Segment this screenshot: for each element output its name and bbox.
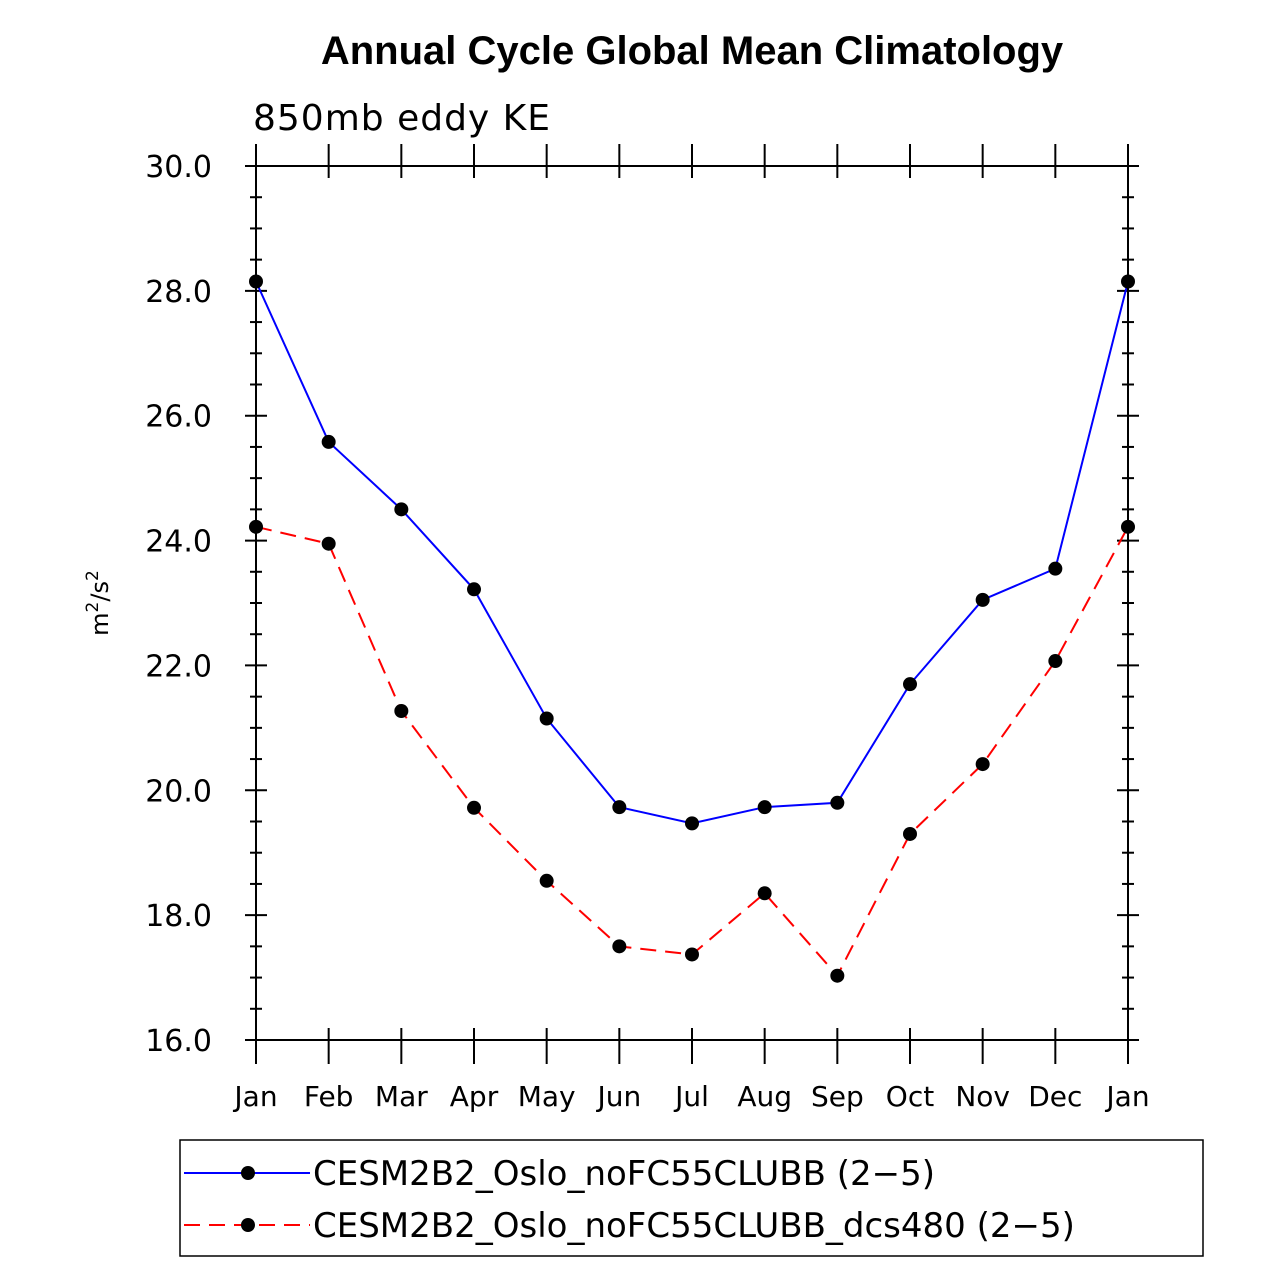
data-point-series-1 (394, 704, 409, 719)
data-point-series-1 (903, 826, 917, 841)
x-tick-label: Jan (232, 1080, 277, 1113)
y-tick-label: 20.0 (145, 774, 212, 809)
data-point-series-1 (830, 968, 845, 983)
x-tick-label: Jun (595, 1080, 641, 1113)
series-line-0 (255, 281, 1129, 825)
legend-box (179, 1139, 1204, 1257)
y-tick-label: 16.0 (145, 1024, 212, 1059)
x-tick-label: Feb (304, 1080, 354, 1113)
x-tick-label: Jan (1104, 1080, 1149, 1113)
legend-marker-series-0 (241, 1166, 255, 1180)
y-tick-label: 22.0 (145, 649, 212, 684)
y-axis-label: m2/s2 (83, 570, 114, 636)
chart-subtitle: 850mb eddy KE (253, 98, 551, 139)
data-point-series-1 (539, 873, 554, 888)
data-point-series-0 (757, 800, 772, 815)
chart-title: Annual Cycle Global Mean Climatology (321, 29, 1064, 73)
x-tick-label: Dec (1028, 1080, 1082, 1113)
data-point-series-0 (321, 434, 336, 449)
axis-ticks (245, 144, 1139, 1064)
data-point-series-0 (685, 816, 699, 831)
legend: CESM2B2_Oslo_noFC55CLUBB (2−5) CESM2B2_O… (179, 1139, 1204, 1257)
y-tick-label: 28.0 (145, 275, 212, 310)
data-point-series-1 (467, 800, 481, 815)
x-tick-label: Jul (673, 1080, 709, 1113)
x-tick-label: Aug (737, 1080, 792, 1113)
x-tick-labels: Jan Feb Mar Apr May Jun Jul Aug Sep Oct Nov Dec Jan (232, 1080, 1149, 1113)
y-tick-label: 26.0 (145, 400, 212, 435)
y-tick-labels: 16.0 18.0 20.0 22.0 24.0 26.0 28.0 30.0 (145, 150, 212, 1059)
legend-marker-series-1 (241, 1218, 255, 1232)
x-tick-label: Apr (450, 1080, 499, 1113)
x-tick-label: Sep (811, 1080, 864, 1113)
x-tick-label: Nov (955, 1080, 1010, 1113)
legend-label-series-0: CESM2B2_Oslo_noFC55CLUBB (2−5) (313, 1154, 935, 1194)
data-point-series-1 (685, 947, 699, 962)
x-tick-label: May (518, 1080, 576, 1113)
legend-label-series-1: CESM2B2_Oslo_noFC55CLUBB_dcs480 (2−5) (313, 1206, 1075, 1246)
data-point-series-0 (1048, 561, 1063, 576)
y-tick-label: 24.0 (145, 525, 212, 560)
data-point-series-1 (1048, 654, 1063, 669)
data-point-series-0 (467, 582, 481, 597)
y-tick-label: 18.0 (145, 899, 212, 934)
x-tick-label: Oct (886, 1080, 934, 1113)
data-point-series-0 (903, 677, 917, 692)
series-markers (249, 274, 1135, 983)
data-point-series-1 (975, 757, 990, 772)
data-point-series-0 (394, 502, 409, 517)
data-point-series-0 (975, 592, 990, 607)
data-point-series-0 (830, 795, 845, 810)
data-point-series-1 (757, 886, 772, 901)
plot-frame (255, 165, 1129, 1041)
y-tick-label: 30.0 (145, 150, 212, 185)
data-point-series-1 (612, 939, 627, 954)
data-point-series-0 (612, 800, 627, 815)
series-lines (255, 281, 1129, 978)
x-tick-label: Mar (375, 1080, 428, 1113)
data-point-series-1 (321, 536, 336, 551)
data-point-series-0 (539, 711, 554, 726)
